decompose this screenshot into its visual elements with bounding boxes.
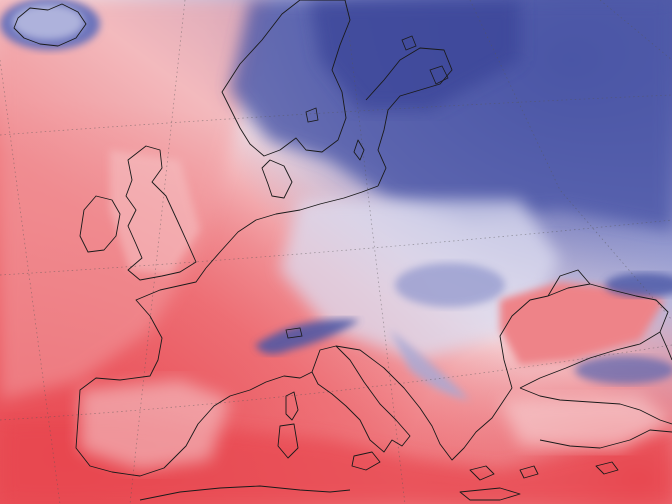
lakes	[285, 35, 449, 339]
coastlines	[13, 0, 672, 501]
